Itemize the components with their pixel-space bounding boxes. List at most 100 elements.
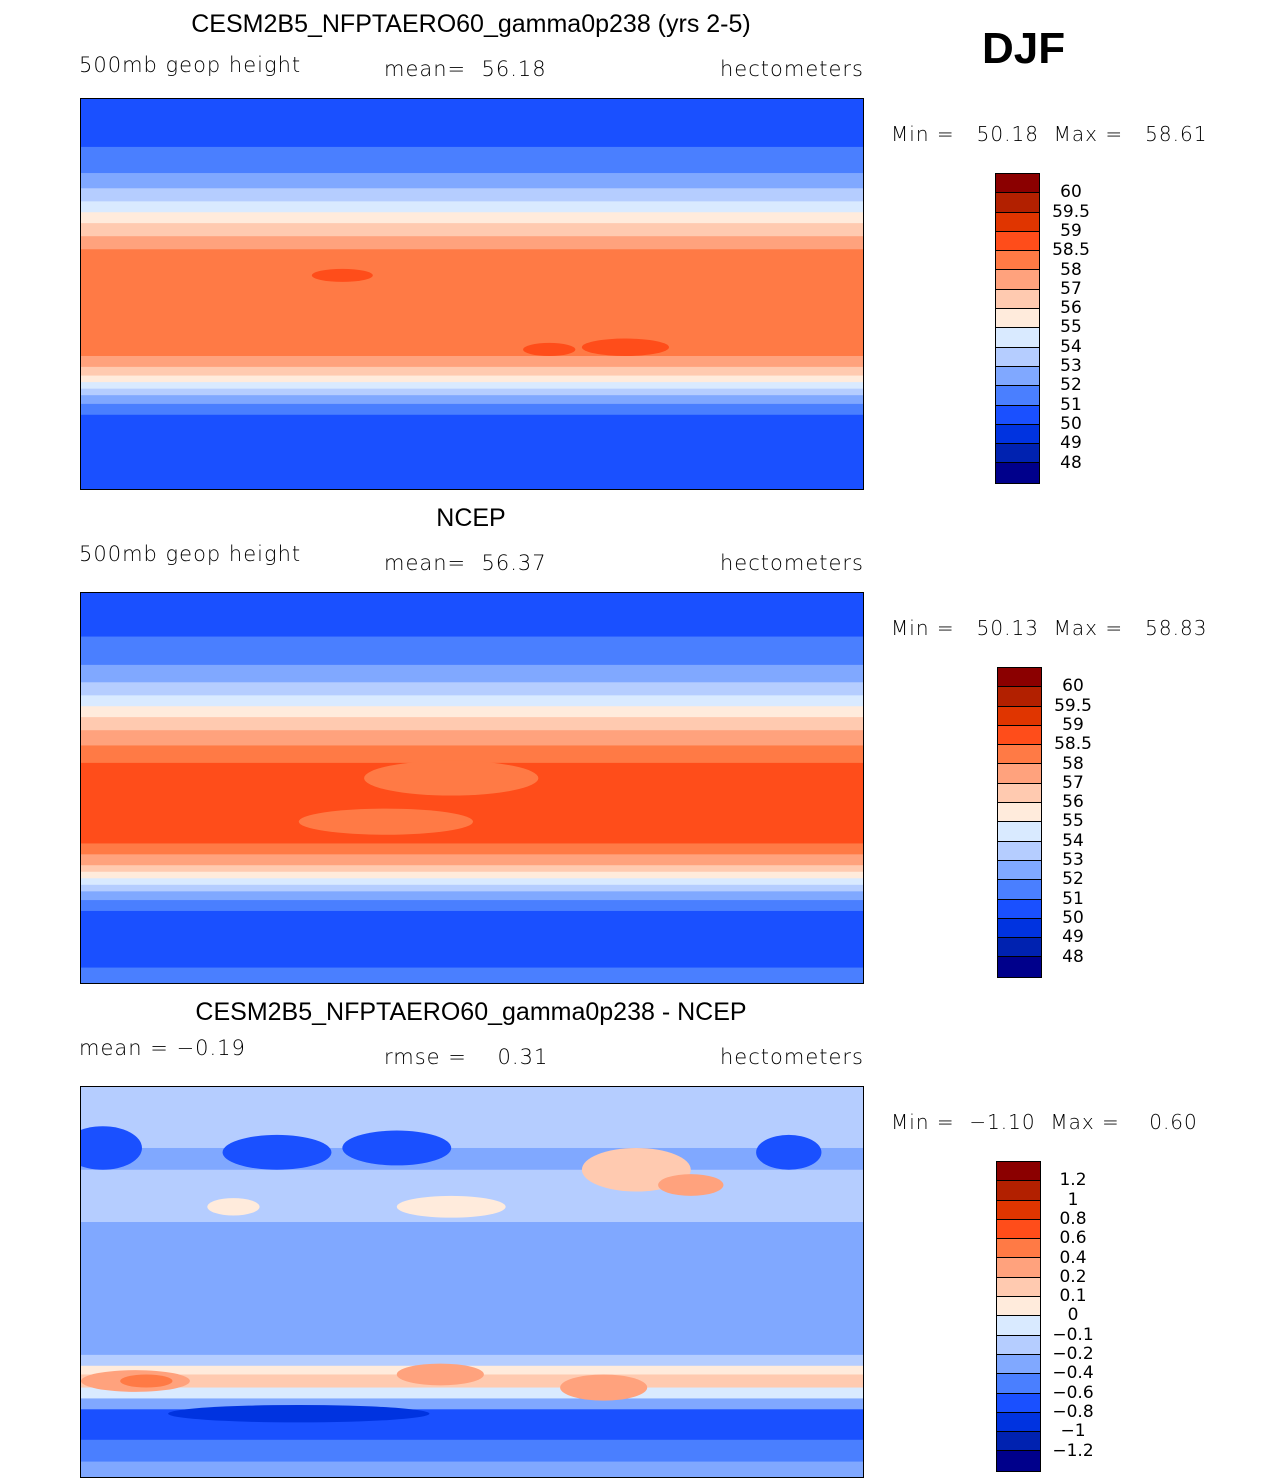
contour-band [81,1087,863,1149]
colorbar-tick-label: −1 [1060,1421,1086,1442]
variable-label: mean = −0.19 [79,1036,246,1060]
colorbar-tick-label: 48 [1062,946,1084,967]
contour-region [756,1134,822,1170]
contour-band [81,366,863,377]
season-label: DJF [982,24,1066,73]
contour-band [81,395,863,405]
variable-label: 500mb geop height [79,542,302,566]
colorbar-swatch [998,803,1041,823]
colorbar-swatch [996,309,1039,329]
colorbar-swatch [998,706,1041,726]
stat-label: rmse = 0.31 [384,1045,549,1069]
colorbar-swatch [996,444,1039,464]
colorbar-swatch [998,860,1041,881]
colorbar-tick-label: 52 [1060,375,1082,396]
colorbar-swatch [997,1258,1040,1278]
colorbar-tick-label: 50 [1060,414,1082,435]
contour-band [81,1387,863,1399]
colorbar-tick-label: −0.4 [1052,1363,1094,1384]
colorbar-tick-label: −0.6 [1052,1382,1094,1403]
contour-band [81,706,863,718]
colorbar-tick-label: −0.2 [1052,1344,1094,1365]
colorbar-tick-label: 60 [1060,182,1082,203]
contour-map [80,592,864,984]
min-max-label: Min = 50.18 Max = 58.61 [891,122,1208,146]
stat-label: mean= 56.37 [384,551,547,575]
colorbar-tick-label: 0.4 [1059,1247,1087,1268]
min-max-label: Min = −1.10 Max = 0.60 [891,1110,1198,1134]
contour-band [81,375,863,383]
colorbar-tick-label: 55 [1062,811,1084,832]
colorbar-swatch [998,687,1041,707]
contour-map [80,98,864,490]
min-max-label: Min = 50.13 Max = 58.83 [891,616,1208,640]
contour-band [81,403,863,416]
contour-band [81,730,863,746]
colorbar-swatch [996,328,1039,348]
colorbar-swatch [998,938,1041,958]
colorbar-tick-label: −0.1 [1052,1324,1094,1345]
colorbar-tick-label: 0.2 [1059,1266,1087,1287]
colorbar-swatch [998,668,1041,688]
contour-region [81,1126,142,1170]
contour-band [81,636,863,666]
contour-region [581,338,669,356]
colorbar-tick-label: 54 [1062,830,1084,851]
colorbar-tick-label: 57 [1062,772,1084,793]
contour-region [658,1174,724,1196]
colorbar-swatch [997,1297,1040,1317]
contour-band [81,891,863,901]
colorbar-tick-label: 59.5 [1054,695,1092,716]
contour-band [81,865,863,873]
contour-region [311,268,373,282]
colorbar-swatch [997,1432,1040,1452]
colorbar-swatch [997,1316,1040,1336]
contour-map [80,1086,864,1478]
units-label: hectometers [720,551,864,575]
colorbar-tick-label: 55 [1060,317,1082,338]
colorbar-tick-label: 59.5 [1052,201,1090,222]
colorbar-swatch [998,918,1041,939]
colorbar-swatch [997,1219,1040,1240]
colorbar-swatch [998,745,1041,765]
colorbar-tick-label: 58.5 [1052,240,1090,261]
colorbar-swatch [996,463,1039,483]
contour-band [81,355,863,368]
colorbar-swatch [998,880,1041,900]
colorbar-tick-label: 51 [1062,888,1084,909]
panel-title: CESM2B5_NFPTAERO60_gamma0p238 - NCEP [195,998,747,1026]
contour-region [396,1363,484,1386]
contour-band [81,223,863,237]
contour-band [81,236,863,250]
contour-band [81,843,863,855]
colorbar-tick-label: 0 [1067,1305,1079,1326]
contour-band [81,854,863,866]
colorbar-swatch [997,1239,1040,1259]
contour-band [81,745,863,764]
contour-band [81,682,863,696]
colorbar-swatch [996,289,1039,310]
contour-region [298,808,473,835]
contour-band [81,1169,863,1197]
colorbar-swatch [997,1354,1040,1375]
colorbar-swatch [997,1335,1040,1355]
colorbar-tick-label: 59 [1060,220,1082,241]
colorbar-tick-label: 56 [1062,792,1084,813]
colorbar-swatch [998,783,1041,804]
variable-label: 500mb geop height [79,53,302,77]
colorbar-swatch [996,251,1039,271]
colorbar-tick-label: 58 [1060,259,1082,280]
contour-region [222,1134,332,1170]
colorbar-swatch [998,725,1041,746]
contour-region [560,1374,648,1401]
colorbar-swatch [996,405,1039,425]
colorbar-swatch [997,1451,1040,1471]
colorbar-swatch [997,1162,1040,1182]
contour-band [81,146,863,174]
colorbar-swatch [996,347,1039,367]
contour-band [81,1461,863,1477]
colorbar-swatch [996,174,1039,194]
colorbar-tick-label: 51 [1060,394,1082,415]
contour-band [81,212,863,224]
